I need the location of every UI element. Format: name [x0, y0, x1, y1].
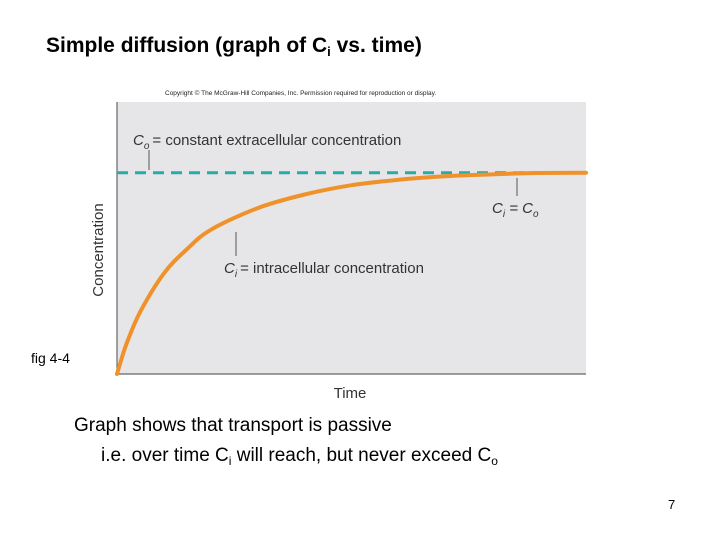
caption-co-subscript: o — [491, 454, 498, 468]
plot-area — [117, 102, 586, 374]
slide-title-main: Simple diffusion (graph of C — [46, 34, 328, 57]
caption-line-2-middle: will reach, but never exceed C — [231, 445, 492, 466]
slide-title-end: vs. time) — [330, 34, 422, 57]
x-axis-label: Time — [334, 385, 367, 402]
co-label: Co = constant extracellular concentration — [133, 132, 401, 152]
caption-line-2: i.e. over time Ci will reach, but never … — [101, 445, 498, 468]
slide-title-subscript: i — [327, 44, 331, 59]
caption-line-1: Graph shows that transport is passive — [74, 415, 392, 436]
caption-ci-subscript: i — [228, 454, 232, 468]
ci-label: Ci = intracellular concentration — [224, 260, 424, 280]
y-axis-label: Concentration — [90, 203, 107, 296]
page-number: 7 — [668, 497, 676, 512]
caption-line-2-start: i.e. over time C — [101, 445, 229, 466]
copyright-notice: Copyright © The McGraw-Hill Companies, I… — [165, 90, 437, 97]
equilibrium-annotation: Ci = Co — [492, 200, 539, 220]
figure-label: fig 4-4 — [31, 350, 70, 366]
slide-title: Simple diffusion (graph of Ci vs. time) — [46, 34, 422, 59]
ci-intracellular-curve — [115, 170, 588, 376]
